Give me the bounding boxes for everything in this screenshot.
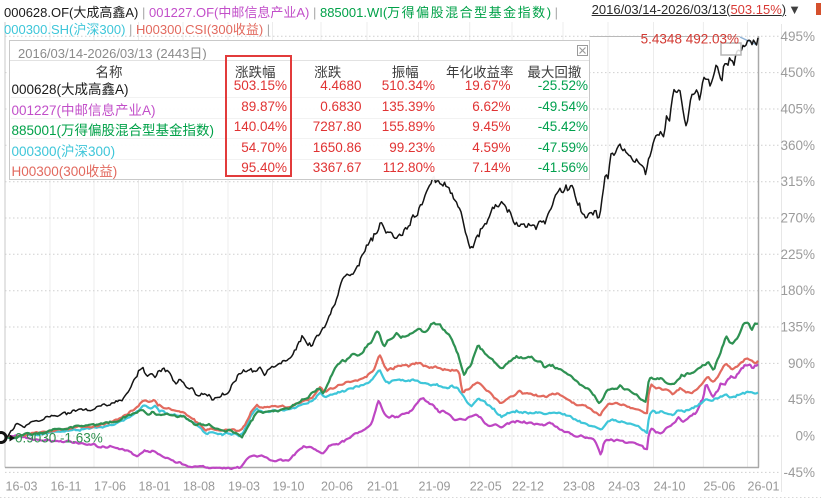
svg-text:135%: 135% [780,320,815,335]
svg-text:360%: 360% [780,138,815,153]
svg-text:21-09: 21-09 [419,480,451,494]
svg-text:5.4348 492.03%: 5.4348 492.03% [641,32,739,47]
svg-text:45%: 45% [788,392,815,407]
svg-text:21-01: 21-01 [367,480,399,494]
svg-text:315%: 315% [780,174,815,189]
svg-text:495%: 495% [780,29,815,44]
svg-text:16-03: 16-03 [6,480,38,494]
svg-text:270%: 270% [780,211,815,226]
svg-text:26-01: 26-01 [748,480,780,494]
svg-text:19-10: 19-10 [273,480,305,494]
svg-text:17-06: 17-06 [94,480,126,494]
svg-text:450%: 450% [780,65,815,80]
svg-text:0%: 0% [795,429,815,444]
svg-text:18-01: 18-01 [139,480,171,494]
svg-text:18-08: 18-08 [183,480,215,494]
svg-text:24-10: 24-10 [654,480,686,494]
svg-text:22-05: 22-05 [470,480,502,494]
svg-text:22-12: 22-12 [512,480,544,494]
svg-text:19-03: 19-03 [228,480,260,494]
svg-text:24-03: 24-03 [608,480,640,494]
svg-text:20-06: 20-06 [321,480,353,494]
svg-text:16-11: 16-11 [50,480,81,494]
svg-text:0.9030 -1.63%: 0.9030 -1.63% [15,431,103,446]
svg-text:90%: 90% [788,356,815,371]
svg-text:25-06: 25-06 [703,480,735,494]
svg-text:23-08: 23-08 [563,480,595,494]
svg-text:225%: 225% [780,247,815,262]
svg-text:180%: 180% [780,283,815,298]
svg-text:-45%: -45% [783,465,815,480]
svg-text:405%: 405% [780,102,815,117]
